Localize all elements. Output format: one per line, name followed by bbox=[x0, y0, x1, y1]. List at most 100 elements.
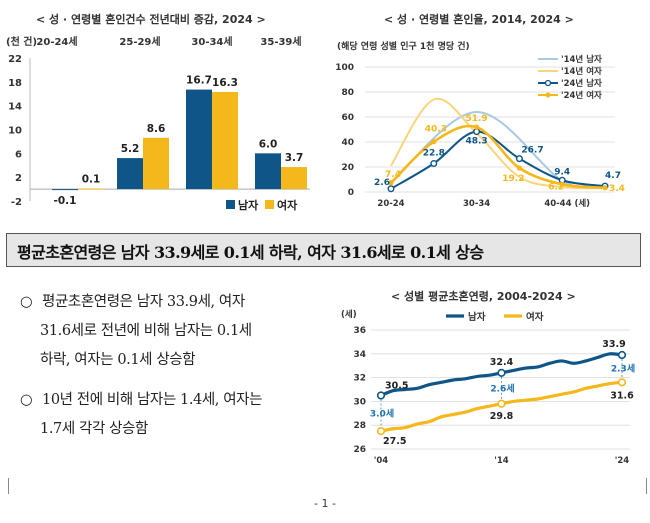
chart2-label-m24: 48.3 bbox=[465, 137, 487, 147]
chart3-ytick-label: 26 bbox=[353, 445, 366, 455]
chart1-data-label: -0.1 bbox=[54, 195, 77, 207]
chart1-legend-male-swatch bbox=[226, 200, 235, 209]
chart2-label-f24: 6.2 bbox=[548, 182, 564, 192]
chart3-point-female bbox=[617, 378, 627, 387]
chart1-bar-male bbox=[255, 153, 281, 190]
chart2-label-f24: 3.4 bbox=[609, 184, 625, 194]
chart2-ytick-label: 80 bbox=[341, 88, 354, 98]
chart1-category-label: 25-29세 bbox=[119, 35, 160, 48]
chart3-xtick-label: '14 bbox=[494, 456, 509, 466]
headline-box: 평균초혼연령은 남자 33.9세로 0.1세 하락, 여자 31.6세로 0.1… bbox=[6, 233, 641, 267]
chart3-ytick-label: 28 bbox=[353, 421, 366, 431]
chart1-bar-male bbox=[117, 158, 143, 190]
chart1-ytick-label: 22 bbox=[8, 54, 22, 65]
chart2-xtick-label: 30-34 bbox=[463, 199, 490, 209]
bullet-1-line-3: 하락, 여자는 0.1세 상승함 bbox=[40, 352, 196, 368]
chart3-ytick-label: 32 bbox=[353, 374, 366, 384]
chart3-point-male bbox=[617, 350, 627, 360]
chart1-bar-male bbox=[186, 89, 212, 190]
chart3-gap-label: 3.0세 bbox=[370, 407, 394, 419]
chart1-data-label: 5.2 bbox=[121, 143, 140, 155]
chart2-series-f24 bbox=[390, 124, 606, 190]
chart2-point-f24 bbox=[474, 124, 480, 130]
chart2-point-m24 bbox=[515, 155, 523, 163]
chart2-legend-marker bbox=[544, 79, 552, 87]
chart3-label-male-2024: 33.9 bbox=[602, 339, 625, 350]
chart2-label-f24: 7.4 bbox=[385, 170, 401, 180]
page-number: - 1 - bbox=[314, 497, 336, 510]
chart2-label-f24: 19.2 bbox=[502, 174, 524, 184]
chart2-ytick-label: 60 bbox=[341, 113, 354, 123]
chart3-label-female-2024: 31.6 bbox=[610, 390, 634, 401]
chart3-gap-label: 2.3세 bbox=[611, 363, 635, 375]
chart2-series-f14 bbox=[390, 97, 606, 190]
chart2-legend-marker bbox=[545, 92, 551, 98]
page-corner-right bbox=[640, 478, 647, 494]
chart1-bar-female bbox=[78, 188, 104, 190]
chart3-point-male bbox=[376, 391, 386, 400]
chart2-label-m24: 9.4 bbox=[554, 167, 570, 177]
chart1-ytick-label: 18 bbox=[8, 78, 22, 89]
chart2-ytick-label: 20 bbox=[341, 163, 354, 173]
chart3-label-male-2014: 32.4 bbox=[490, 357, 514, 368]
chart1-ytick-label: 6 bbox=[15, 149, 22, 160]
chart3-gap-label: 2.6세 bbox=[490, 382, 514, 394]
chart2-label-f24: 51.9 bbox=[465, 114, 487, 124]
chart2-label-m24: 2.6 bbox=[374, 178, 390, 188]
chart1-legend-female-swatch bbox=[265, 200, 274, 209]
chart1-category-label: 30-34세 bbox=[191, 35, 232, 48]
chart2-xtick-label: 20-24 bbox=[377, 199, 404, 209]
chart3-unit-label: (세) bbox=[341, 309, 357, 320]
chart2-ytick-label: 0 bbox=[348, 188, 354, 198]
chart1-data-label: 16.7 bbox=[186, 75, 212, 87]
chart3-ytick-label: 36 bbox=[353, 326, 366, 336]
chart2-point-f24 bbox=[388, 180, 394, 186]
chart2-legend-label: '24년 여자 bbox=[561, 90, 602, 101]
chart1-data-label: 16.3 bbox=[212, 77, 238, 89]
chart2-xtick-label: 40-44 (세) bbox=[544, 198, 590, 209]
headline-text: 평균초혼연령은 남자 33.9세로 0.1세 하락, 여자 31.6세로 0.1… bbox=[17, 243, 484, 262]
chart2-legend-label: '14년 남자 bbox=[561, 54, 602, 65]
chart1-bar-male bbox=[52, 189, 78, 191]
page-corner-left bbox=[8, 478, 15, 494]
chart2-label-m24: 22.8 bbox=[423, 149, 445, 159]
chart2-label-f24: 40.3 bbox=[425, 125, 447, 135]
bullet-1-line-1: 평균초혼연령은 남자 33.9세, 여자 bbox=[42, 294, 245, 310]
chart1-ytick-label: 2 bbox=[15, 173, 22, 184]
chart3-ytick-label: 34 bbox=[353, 350, 366, 360]
chart3-label-female-2014: 29.8 bbox=[490, 411, 514, 422]
chart3-svg: (세) 26 28 30 32 34 36 '04 '14 '24 30.5 32.4 33.9 27.5… bbox=[341, 309, 635, 466]
chart3-title: < 성별 평균초혼연령, 2004-2024 > bbox=[391, 290, 576, 303]
chart3-label-male-2004: 30.5 bbox=[385, 380, 408, 391]
bullet-1-mark: ○ bbox=[20, 294, 33, 310]
bullet-2-line-2: 1.7세 각각 상승함 bbox=[40, 421, 148, 437]
chart3-legend-male-label: 남자 bbox=[468, 311, 486, 323]
chart1-data-label: 0.1 bbox=[82, 173, 101, 185]
chart3-legend-female-label: 여자 bbox=[526, 311, 544, 323]
chart1-category-label: 20-24세 bbox=[36, 35, 77, 48]
bullet-2-line-1: 10년 전에 비해 남자는 1.4세, 여자는 bbox=[42, 392, 263, 408]
chart1-unit-label: (천 건) bbox=[6, 35, 37, 48]
chart2-point-m24 bbox=[430, 159, 438, 167]
chart2-label-m24: 4.7 bbox=[605, 171, 621, 181]
chart2-point-f24 bbox=[431, 139, 437, 145]
chart2-svg: 0 20 40 60 80 100 20-24 30-34 40-44 (세) 2.6 22.8 48… bbox=[335, 54, 625, 209]
chart2-series-m24 bbox=[390, 130, 606, 190]
chart1-bar-female bbox=[281, 167, 307, 190]
chart1-legend-male-label: 남자 bbox=[238, 198, 259, 212]
bullet-1-line-2: 31.6세로 전년에 비해 남자는 0.1세 bbox=[40, 323, 252, 339]
chart1-legend-female-label: 여자 bbox=[277, 198, 298, 212]
chart2-legend-label: '14년 여자 bbox=[561, 66, 602, 77]
bullet-2: ○ 10년 전에 비해 남자는 1.4세, 여자는 1.7세 각각 상승함 bbox=[20, 386, 340, 446]
chart2-point-f24 bbox=[559, 181, 565, 187]
chart1-bar-female bbox=[212, 91, 238, 190]
chart2-point-m24 bbox=[387, 185, 395, 193]
chart2-ytick-label: 40 bbox=[341, 138, 354, 148]
chart3-label-female-2004: 27.5 bbox=[383, 436, 406, 447]
chart3-point-female bbox=[376, 427, 386, 436]
chart2-title: < 성 · 연령별 혼인율, 2014, 2024 > bbox=[384, 13, 574, 26]
chart3-xtick-label: '04 bbox=[374, 456, 389, 466]
chart3-point-male bbox=[497, 368, 506, 377]
chart2-legend-label: '24년 남자 bbox=[561, 78, 602, 89]
chart1-ytick-label: -2 bbox=[11, 197, 22, 208]
